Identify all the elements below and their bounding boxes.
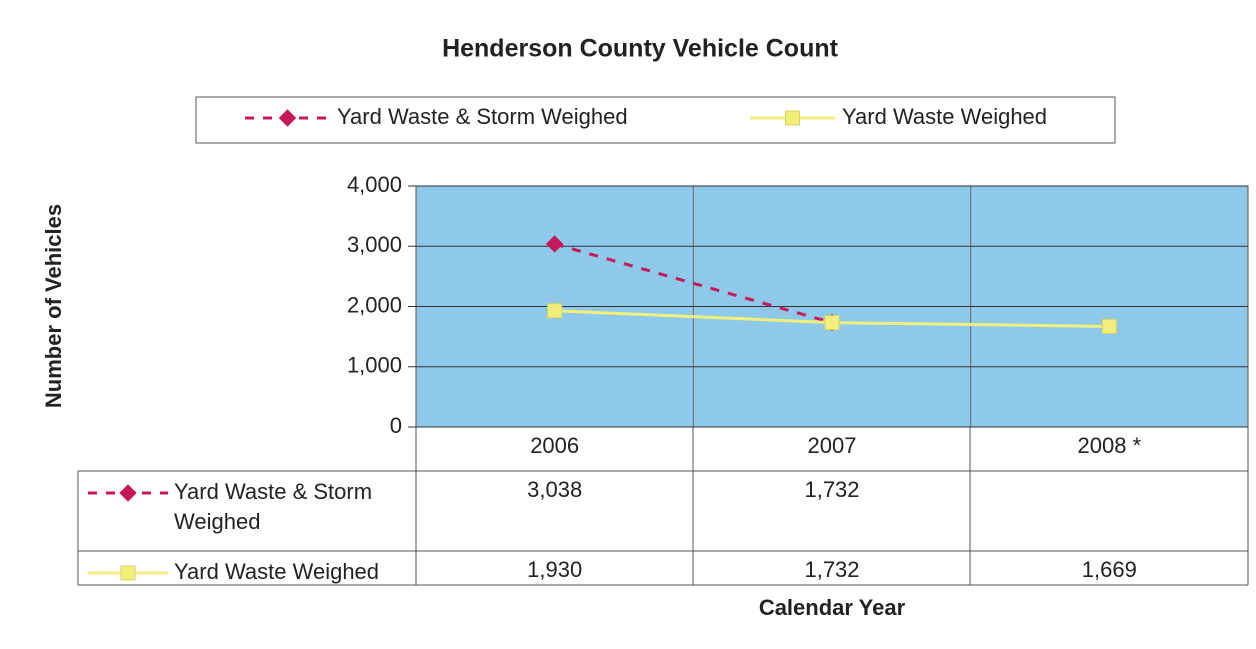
x-tick-label: 2008 * [1078,433,1142,458]
y-tick-label: 3,000 [347,232,402,257]
y-tick-label: 1,000 [347,353,402,378]
data-point [824,315,840,331]
data-point [1101,318,1117,334]
legend-label: Yard Waste & Storm Weighed [337,104,628,129]
data-point [547,303,563,319]
table-value: 3,038 [527,477,582,502]
table-row-label-text: Yard Waste Weighed [174,559,380,584]
legend-label: Yard Waste Weighed [842,104,1047,129]
y-tick-label: 4,000 [347,172,402,197]
table-row-label: Yard Waste & Storm Weighed [174,479,373,534]
x-tick-label: 2006 [530,433,579,458]
table-value: 1,732 [804,557,859,582]
series-line [554,242,833,325]
table-row-label-text: Yard Waste & Storm Weighed [174,479,373,534]
x-axis-label: Calendar Year [759,595,906,620]
chart-title: Henderson County Vehicle Count [442,35,839,63]
data-point [545,235,564,253]
table-row-label: Yard Waste Weighed [174,559,380,584]
legend-marker [119,484,137,502]
table-value: 1,930 [527,557,582,582]
legend-box [195,96,1116,144]
table-value: 1,732 [804,477,859,502]
y-axis-label: Number of Vehicles [41,204,66,408]
table-value: 1,669 [1082,557,1137,582]
x-tick-label: 2007 [808,433,857,458]
data-table [77,427,1249,586]
y-tick-label: 0 [390,413,402,438]
legend-marker [120,565,136,581]
legend-marker [278,109,297,127]
legend-marker [785,110,800,126]
y-tick-label: 2,000 [347,292,402,317]
